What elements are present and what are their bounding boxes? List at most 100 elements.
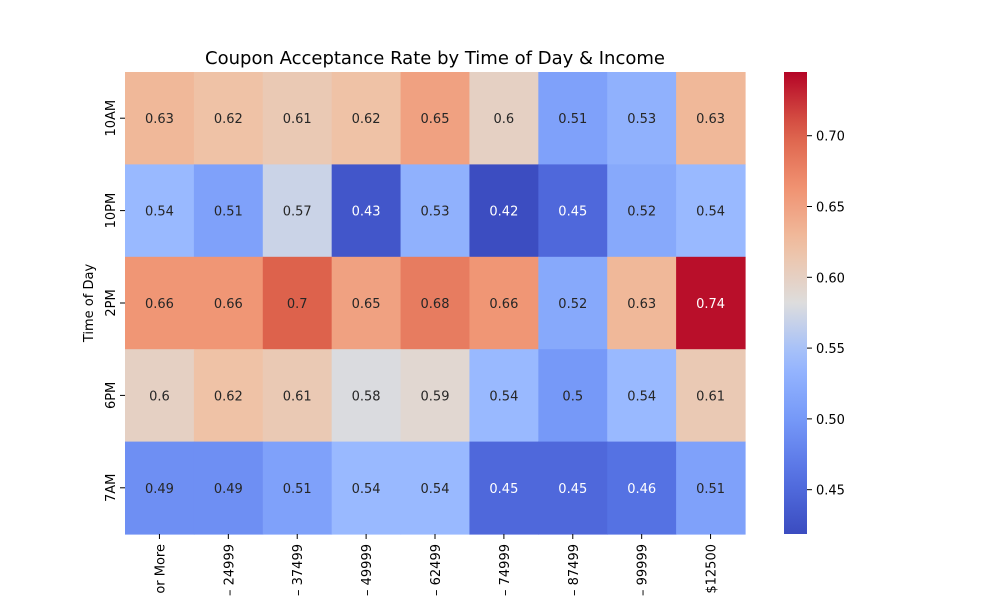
heatmap-cell bbox=[262, 256, 333, 350]
cell-value-label: 0.57 bbox=[283, 205, 312, 220]
heatmap-cell bbox=[262, 349, 333, 443]
cell-value-label: 0.51 bbox=[558, 112, 587, 127]
colorbar-tick-label: 0.50 bbox=[816, 413, 845, 428]
heatmap-cell bbox=[262, 72, 333, 165]
cell-value-label: 0.6 bbox=[494, 112, 515, 127]
heatmap-cell bbox=[607, 164, 677, 258]
heatmap-cell bbox=[193, 72, 264, 165]
heatmap-cell bbox=[262, 441, 333, 535]
cell-value-label: 0.61 bbox=[283, 389, 312, 404]
heatmap-cell bbox=[469, 256, 539, 350]
cell-value-label: 0.45 bbox=[558, 205, 587, 220]
cell-value-label: 0.68 bbox=[421, 297, 450, 312]
heatmap-cell bbox=[400, 164, 471, 258]
y-tick-label: 7AM bbox=[104, 474, 119, 502]
cell-value-label: 0.51 bbox=[696, 482, 725, 497]
heatmap-cell bbox=[538, 441, 608, 535]
cell-value-label: 0.65 bbox=[352, 297, 381, 312]
cell-value-label: 0.63 bbox=[627, 297, 656, 312]
heatmap-cell bbox=[469, 441, 539, 535]
heatmap-cell bbox=[676, 441, 746, 535]
heatmap-cell bbox=[676, 256, 746, 350]
cell-value-label: 0.74 bbox=[696, 297, 725, 312]
heatmap-cell bbox=[607, 256, 677, 350]
colorbar-tick-label: 0.55 bbox=[816, 342, 845, 357]
cell-value-label: 0.46 bbox=[627, 482, 656, 497]
heatmap-cell bbox=[538, 349, 608, 443]
y-tick-label: 10AM bbox=[104, 100, 119, 137]
cell-value-label: 0.6 bbox=[149, 389, 170, 404]
x-axis-ticks: or More – 24999 – 37499 – 49999 – 62499 – 749… bbox=[153, 534, 720, 596]
y-tick-label: 6PM bbox=[104, 382, 119, 409]
x-tick-label: or More bbox=[153, 544, 168, 594]
cell-value-label: 0.54 bbox=[696, 205, 725, 220]
x-tick-label: – 74999 bbox=[498, 544, 513, 596]
colorbar-tick-label: 0.60 bbox=[816, 271, 845, 286]
heatmap-cell bbox=[400, 256, 471, 350]
heatmap-cell bbox=[331, 72, 402, 165]
cell-value-label: 0.52 bbox=[558, 297, 587, 312]
heatmap-cell bbox=[400, 72, 471, 165]
colorbar-tick-label: 0.70 bbox=[816, 130, 845, 145]
cell-value-label: 0.54 bbox=[352, 482, 381, 497]
cell-value-label: 0.45 bbox=[558, 482, 587, 497]
heatmap-cell bbox=[607, 349, 677, 443]
cell-value-label: 0.61 bbox=[283, 112, 312, 127]
colorbar-tick-label: 0.45 bbox=[816, 484, 845, 499]
x-tick-label: – 62499 bbox=[429, 544, 444, 596]
cell-value-label: 0.54 bbox=[145, 205, 174, 220]
heatmap-cell bbox=[125, 441, 195, 535]
cell-value-label: 0.54 bbox=[421, 482, 450, 497]
cell-value-label: 0.58 bbox=[352, 389, 381, 404]
cell-value-label: 0.51 bbox=[283, 482, 312, 497]
cell-value-label: 0.62 bbox=[214, 112, 243, 127]
cell-value-label: 0.53 bbox=[627, 112, 656, 127]
cell-value-label: 0.59 bbox=[421, 389, 450, 404]
heatmap-cell bbox=[331, 441, 402, 535]
cell-value-label: 0.5 bbox=[562, 389, 583, 404]
cell-value-label: 0.61 bbox=[696, 389, 725, 404]
y-axis-label: Time of Day bbox=[82, 264, 97, 344]
cell-value-label: 0.62 bbox=[352, 112, 381, 127]
cell-value-label: 0.65 bbox=[421, 112, 450, 127]
x-tick-label: – 99999 bbox=[636, 544, 651, 596]
heatmap-cell bbox=[193, 349, 264, 443]
chart-title: Coupon Acceptance Rate by Time of Day & … bbox=[205, 48, 665, 69]
heatmap-cell bbox=[676, 72, 746, 165]
y-tick-label: 10PM bbox=[104, 193, 119, 229]
heatmap-cell bbox=[262, 164, 333, 258]
heatmap-cell bbox=[607, 441, 677, 535]
cell-value-label: 0.66 bbox=[214, 297, 243, 312]
heatmap-cell bbox=[331, 256, 402, 350]
heatmap-cell bbox=[469, 349, 539, 443]
cell-value-label: 0.52 bbox=[627, 205, 656, 220]
heatmap-cell bbox=[469, 164, 539, 258]
cell-value-label: 0.63 bbox=[145, 112, 174, 127]
cell-value-label: 0.45 bbox=[489, 482, 518, 497]
x-tick-label: – 87499 bbox=[567, 544, 582, 596]
heatmap-cell bbox=[469, 72, 539, 165]
heatmap-cell bbox=[193, 441, 264, 535]
heatmap-cell bbox=[538, 164, 608, 258]
cell-value-label: 0.62 bbox=[214, 389, 243, 404]
heatmap-cell bbox=[331, 349, 402, 443]
heatmap-cell bbox=[538, 72, 608, 165]
colorbar: 0.45 0.50 0.55 0.60 0.65 0.70 bbox=[784, 72, 845, 534]
heatmap-cell bbox=[676, 349, 746, 443]
heatmap-cell-labels: 0.63 0.62 0.61 0.62 0.65 0.6 0.51 0.53 0.63 0.54 0… bbox=[145, 112, 725, 497]
cell-value-label: 0.51 bbox=[214, 205, 243, 220]
cell-value-label: 0.49 bbox=[145, 482, 174, 497]
cell-value-label: 0.7 bbox=[287, 297, 308, 312]
heatmap-cell bbox=[676, 164, 746, 258]
heatmap-cell bbox=[193, 164, 264, 258]
y-tick-label: 2PM bbox=[104, 289, 119, 316]
cell-value-label: 0.53 bbox=[421, 205, 450, 220]
heatmap-cell bbox=[125, 256, 195, 350]
cell-value-label: 0.54 bbox=[489, 389, 518, 404]
cell-value-label: 0.63 bbox=[696, 112, 725, 127]
cell-value-label: 0.49 bbox=[214, 482, 243, 497]
x-tick-label: $12500 bbox=[705, 544, 720, 594]
heatmap-cell bbox=[607, 72, 677, 165]
